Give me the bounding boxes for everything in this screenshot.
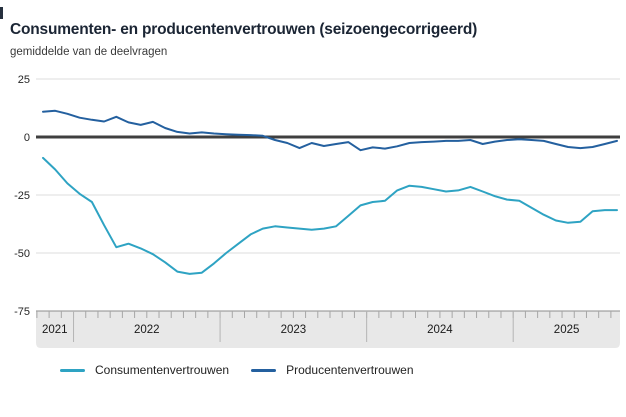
y-tick-label: -50 bbox=[14, 248, 30, 260]
legend-label-consumer: Consumentenvertrouwen bbox=[95, 363, 230, 377]
legend-item-producentenvertrouwen[interactable]: Producentenvertrouwen bbox=[251, 363, 414, 377]
x-year-label: 2024 bbox=[427, 324, 453, 336]
consumer-line-swatch bbox=[60, 368, 85, 372]
consumer-line bbox=[42, 156, 618, 275]
y-tick-label: -75 bbox=[14, 306, 30, 318]
x-axis-band bbox=[36, 311, 620, 348]
y-tick-label: -25 bbox=[14, 190, 30, 202]
y-tick-label: 25 bbox=[18, 74, 30, 86]
y-tick-label: 0 bbox=[24, 132, 30, 144]
producer-line bbox=[42, 109, 618, 152]
x-year-label: 2021 bbox=[42, 324, 68, 336]
x-year-label: 2025 bbox=[554, 324, 580, 336]
legend-label-producer: Producentenvertrouwen bbox=[286, 363, 414, 377]
chart-subtitle: gemiddelde van de deelvragen bbox=[10, 46, 168, 58]
edge-artifact bbox=[0, 7, 3, 19]
x-year-label: 2022 bbox=[134, 324, 160, 336]
chart-title: Consumenten- en producentenvertrouwen (s… bbox=[10, 21, 478, 39]
x-year-label: 2023 bbox=[281, 324, 307, 336]
legend-item-consumentenvertrouwen[interactable]: Consumentenvertrouwen bbox=[60, 363, 229, 377]
chart-legend: Consumentenvertrouwen Producentenvertrou… bbox=[60, 363, 414, 377]
producer-line-swatch bbox=[251, 368, 277, 372]
